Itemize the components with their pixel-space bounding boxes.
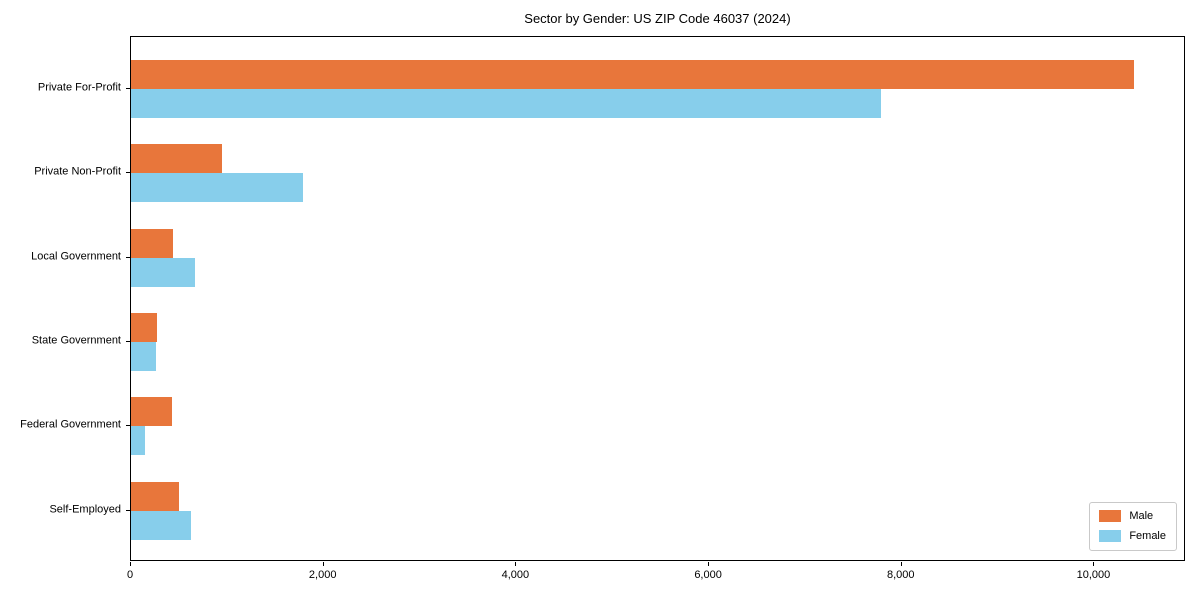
y-tick-mark	[126, 425, 130, 427]
y-tick-label-state-government: State Government	[31, 334, 121, 347]
bar-male-state-government	[131, 312, 157, 342]
x-tick-mark	[322, 562, 324, 566]
x-tick-mark	[900, 562, 902, 566]
bar-female-private-non-profit	[131, 173, 304, 203]
legend-entry-male: Male	[1099, 510, 1166, 522]
bar-male-private-non-profit	[131, 144, 223, 174]
x-tick-label-3: 6,000	[694, 569, 722, 581]
y-tick-mark	[126, 509, 130, 511]
y-tick-label-private-for-profit: Private For-Profit	[37, 81, 121, 94]
legend-entry-female: Female	[1099, 530, 1166, 542]
bar-male-private-for-profit	[131, 60, 1134, 89]
y-tick-label-self-employed: Self-Employed	[49, 503, 121, 515]
legend-swatch-male	[1099, 510, 1122, 522]
x-tick-label-1: 2,000	[308, 569, 337, 581]
bar-female-private-for-profit	[131, 89, 882, 118]
bar-female-local-government	[131, 257, 195, 287]
legend-label-male: Male	[1129, 510, 1154, 522]
x-tick-label-4: 8,000	[887, 569, 915, 581]
y-tick-mark	[126, 340, 130, 342]
y-tick-label-local-government: Local Government	[31, 250, 121, 263]
bar-female-self-employed	[131, 510, 192, 540]
x-tick-mark	[515, 562, 517, 566]
x-tick-label-0: 0	[126, 569, 134, 581]
legend: Male Female	[1089, 502, 1177, 551]
y-tick-mark	[126, 256, 130, 258]
y-tick-label-private-non-profit: Private Non-Profit	[34, 165, 121, 178]
x-tick-mark	[1093, 562, 1095, 566]
chart-title: Sector by Gender: US ZIP Code 46037 (202…	[524, 11, 791, 26]
bar-female-state-government	[131, 341, 157, 371]
bar-male-self-employed	[131, 481, 180, 511]
legend-label-female: Female	[1129, 530, 1166, 542]
x-tick-mark	[130, 562, 131, 566]
x-tick-label-5: 10,000	[1076, 569, 1111, 581]
bar-male-local-government	[131, 228, 174, 258]
y-tick-mark	[126, 88, 130, 89]
x-tick-mark	[708, 562, 710, 566]
y-tick-label-federal-government: Federal Government	[20, 418, 121, 431]
y-tick-mark	[126, 172, 130, 174]
x-tick-label-2: 4,000	[501, 569, 530, 581]
bar-male-federal-government	[131, 397, 173, 427]
bar-female-federal-government	[131, 426, 145, 456]
legend-swatch-female	[1099, 530, 1122, 542]
plot-area: Male Female	[130, 36, 1185, 561]
